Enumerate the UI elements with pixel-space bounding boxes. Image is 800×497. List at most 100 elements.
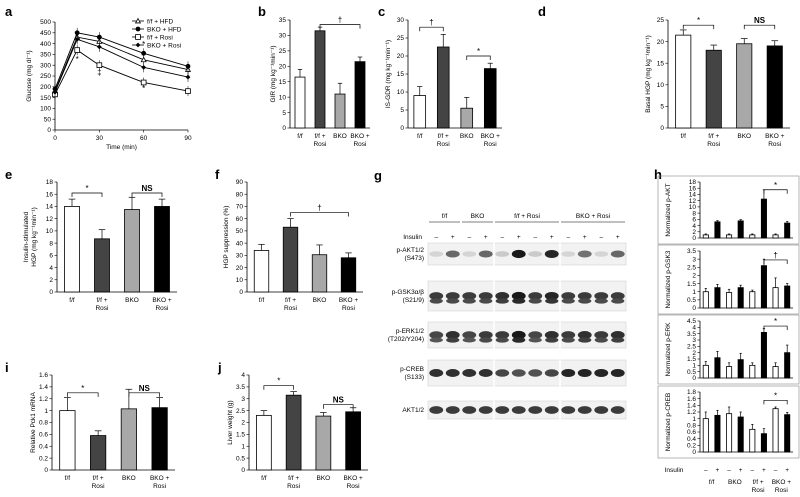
panel-a-legend-marker bbox=[135, 42, 141, 48]
panel-g-band-label: AKT1/2 bbox=[402, 407, 424, 414]
panel-a-x-axis-label: Time (min) bbox=[106, 144, 137, 151]
panel-g-insulin-sign: + bbox=[451, 234, 455, 241]
panel-h4-significance: * bbox=[774, 391, 777, 400]
panel-h4-ytick-label: 0.8 bbox=[687, 423, 696, 430]
panel-h-insulin-sign: – bbox=[774, 467, 778, 474]
panel-f-ytick-label: 90 bbox=[236, 179, 244, 186]
panel-d-y-axis-label: Basal HGP (mg kg⁻¹min⁻¹) bbox=[645, 35, 652, 113]
panel-e-ytick-label: 12 bbox=[46, 216, 54, 223]
panel-g-band bbox=[594, 406, 609, 414]
panel-label-d: d bbox=[538, 4, 546, 19]
panel-a-legend-marker bbox=[134, 17, 142, 24]
panel-c-category-label: f/f + bbox=[438, 133, 449, 140]
panel-g-band bbox=[528, 369, 543, 377]
panel-e-category-label: Rosi bbox=[95, 305, 108, 312]
panel-f-ytick-label: 30 bbox=[236, 253, 244, 260]
panel-g-band bbox=[462, 298, 476, 304]
panel-h3-bar bbox=[760, 331, 767, 379]
panel-e-y-axis-label: HGP (mg kg⁻¹min⁻¹) bbox=[31, 207, 38, 266]
panel-j-bracket bbox=[323, 404, 354, 409]
panel-g-blot-strip bbox=[427, 359, 627, 387]
panel-h3-bar bbox=[702, 364, 709, 379]
panel-c-significance: * bbox=[477, 47, 480, 56]
panel-label-i: i bbox=[5, 360, 9, 375]
panel-f-ytick-label: 40 bbox=[236, 240, 244, 247]
panel-h2-bar bbox=[737, 287, 744, 309]
panel-g-band bbox=[495, 337, 509, 343]
panel-h-group-label: f/f bbox=[709, 479, 715, 486]
panel-b-category-label: BKO + bbox=[350, 133, 370, 140]
panel-a-ytick-label: 450 bbox=[40, 30, 51, 37]
panel-g-band bbox=[511, 291, 526, 301]
panel-h1-ytick-label: 10 bbox=[689, 204, 697, 211]
panel-g-insulin-sign: + bbox=[517, 234, 521, 241]
panel-f-significance: † bbox=[317, 204, 321, 213]
panel-e-ytick-label: 18 bbox=[46, 179, 54, 186]
panel-d-category-label: f/f bbox=[681, 133, 687, 140]
panel-j-significance: * bbox=[277, 377, 280, 386]
panel-i-category-label: Rosi bbox=[92, 483, 105, 490]
panel-h-insulin-label: Insulin bbox=[665, 467, 684, 474]
panel-h1-significance: * bbox=[774, 181, 777, 190]
panel-f-category-label: Rosi bbox=[342, 305, 355, 312]
panel-g-band bbox=[495, 251, 510, 257]
panel-g-insulin-sign: – bbox=[434, 234, 438, 241]
panel-a-legend-marker bbox=[135, 26, 141, 32]
panel-h4-y-axis-label: Normalized p-CREB bbox=[665, 393, 672, 452]
panel-e-significance: * bbox=[85, 184, 88, 193]
panel-a-point bbox=[96, 34, 102, 40]
panel-h4-ytick-label: 1.4 bbox=[687, 403, 696, 410]
panel-h2-bar bbox=[726, 292, 733, 309]
panel-h1-ytick-label: 0 bbox=[692, 235, 696, 242]
panel-j-ytick-label: 3 bbox=[241, 396, 245, 403]
panel-g-band bbox=[610, 292, 625, 300]
panel-a-ytick-label: 350 bbox=[40, 52, 51, 59]
panel-h3-bar bbox=[772, 366, 779, 379]
panel-a-xtick-label: 90 bbox=[184, 135, 192, 142]
panel-h1-bar bbox=[702, 234, 709, 239]
panel-c-category-label: BKO + bbox=[481, 133, 501, 140]
panel-g-band bbox=[544, 331, 559, 339]
panel-h2-frame bbox=[657, 244, 800, 315]
panel-h-group-label: Rosi bbox=[775, 487, 788, 494]
panel-c-bracket bbox=[419, 26, 444, 32]
panel-b-bar bbox=[334, 93, 346, 129]
panel-label-e: e bbox=[5, 167, 12, 182]
panel-h3-ytick-label: 0 bbox=[692, 375, 696, 382]
panel-a-significance: * bbox=[142, 84, 145, 93]
panel-g-band bbox=[594, 251, 609, 257]
panel-g-band bbox=[610, 406, 625, 414]
panel-f-ytick-label: 10 bbox=[236, 277, 244, 284]
panel-i-bracket bbox=[128, 392, 160, 397]
panel-j-ytick-label: 2.5 bbox=[236, 408, 245, 415]
panel-i-ytick-label: 1 bbox=[44, 408, 48, 415]
panel-label-f: f bbox=[215, 167, 220, 182]
panel-j-bar bbox=[285, 394, 302, 471]
panel-d-category-label: f/f + bbox=[708, 133, 719, 140]
panel-g-band-label: (S133) bbox=[404, 374, 424, 381]
panel-d-bracket bbox=[743, 24, 776, 30]
panel-e-bar bbox=[94, 238, 110, 293]
panel-g-band bbox=[611, 298, 625, 304]
panel-d-ytick-label: 5 bbox=[660, 104, 664, 111]
panel-h4-ytick-label: 1.2 bbox=[687, 409, 696, 416]
panel-g-band bbox=[429, 292, 444, 300]
panel-d-category-label: BKO + bbox=[765, 133, 785, 140]
panel-b-category-label: f/f bbox=[297, 133, 303, 140]
panel-g-band bbox=[610, 368, 625, 378]
panel-h4-ytick-label: 1.8 bbox=[687, 389, 696, 396]
panel-h-group-label: Rosi bbox=[752, 487, 765, 494]
panel-a-ytick-label: 100 bbox=[40, 106, 51, 113]
panel-d-ytick-label: 0 bbox=[660, 125, 664, 132]
panel-i-category-label: Rosi bbox=[153, 483, 166, 490]
panel-g-insulin-sign: + bbox=[616, 234, 620, 241]
panel-j-ytick-label: 1.5 bbox=[236, 432, 245, 439]
panel-h-insulin-sign: + bbox=[762, 467, 766, 474]
panel-g-band bbox=[462, 292, 477, 300]
panel-f-ytick-label: 60 bbox=[236, 216, 244, 223]
panel-a-point bbox=[74, 47, 80, 53]
panel-g-band bbox=[528, 251, 543, 257]
panel-e-ytick-label: 4 bbox=[49, 265, 53, 272]
panel-c-ytick-label: 30 bbox=[397, 17, 405, 24]
